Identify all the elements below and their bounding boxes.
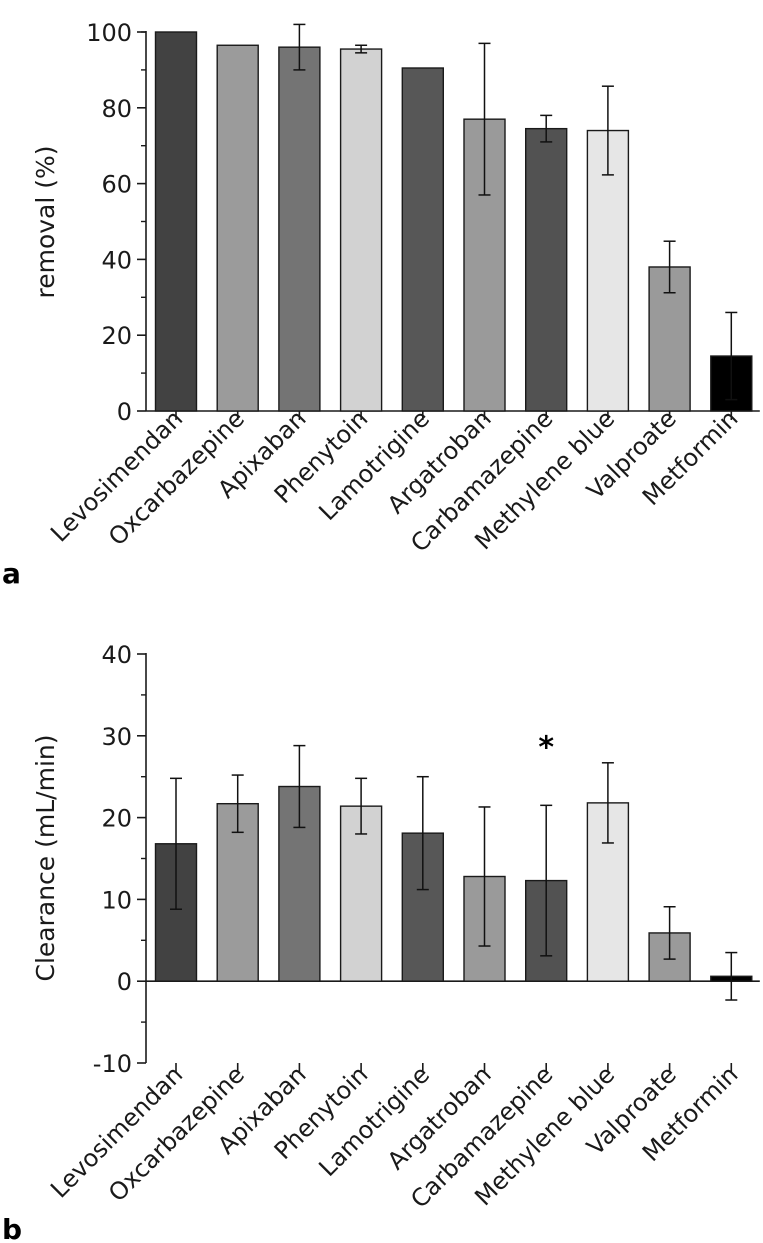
error-bar — [663, 240, 676, 294]
y-tick-label: 100 — [86, 19, 132, 47]
y-tick-label: 20 — [101, 322, 132, 350]
error-bar — [663, 906, 676, 960]
error-bar — [355, 44, 368, 54]
panel-a-letter: a — [2, 557, 21, 590]
error-bar — [725, 311, 738, 401]
error-bar — [540, 804, 553, 957]
error-bar — [478, 42, 491, 196]
y-tick-label: 80 — [101, 95, 132, 123]
y-tick-label: 30 — [101, 723, 132, 751]
y-tick-label: 20 — [101, 805, 132, 833]
bar-methylene-blue — [586, 129, 630, 412]
bar-phenytoin — [339, 48, 383, 412]
bar-levosimendan — [154, 31, 198, 412]
error-bar — [601, 762, 614, 844]
bar-apixaban — [278, 46, 321, 412]
bar-carbamazepine — [525, 127, 568, 412]
y-tick-label: 10 — [101, 886, 132, 914]
error-bar — [293, 23, 306, 71]
error-bar — [540, 114, 553, 143]
error-bar — [355, 777, 368, 835]
error-bar — [293, 744, 306, 829]
error-bar — [416, 775, 429, 891]
error-bar — [725, 951, 738, 1001]
panel-b-letter: b — [2, 1213, 22, 1243]
bar-oxcarbazepine — [216, 802, 259, 982]
y-axis-title: Clearance (mL/min) — [31, 735, 60, 982]
error-bar — [601, 85, 614, 176]
y-tick-label: 40 — [101, 641, 132, 669]
bar-phenytoin — [339, 805, 383, 982]
y-tick-label: 60 — [101, 171, 132, 199]
error-bar — [478, 806, 491, 947]
y-tick-label: -10 — [93, 1050, 132, 1078]
y-tick-label: 40 — [101, 246, 132, 274]
significance-asterisk: * — [538, 730, 554, 765]
y-tick-label: 0 — [117, 968, 132, 996]
y-axis-title: removal (%) — [31, 145, 60, 298]
error-bar — [231, 774, 244, 834]
bar-oxcarbazepine — [216, 44, 259, 412]
bar-lamotrigine — [401, 67, 444, 412]
y-tick-label: 0 — [117, 398, 132, 426]
error-bar — [170, 777, 182, 910]
